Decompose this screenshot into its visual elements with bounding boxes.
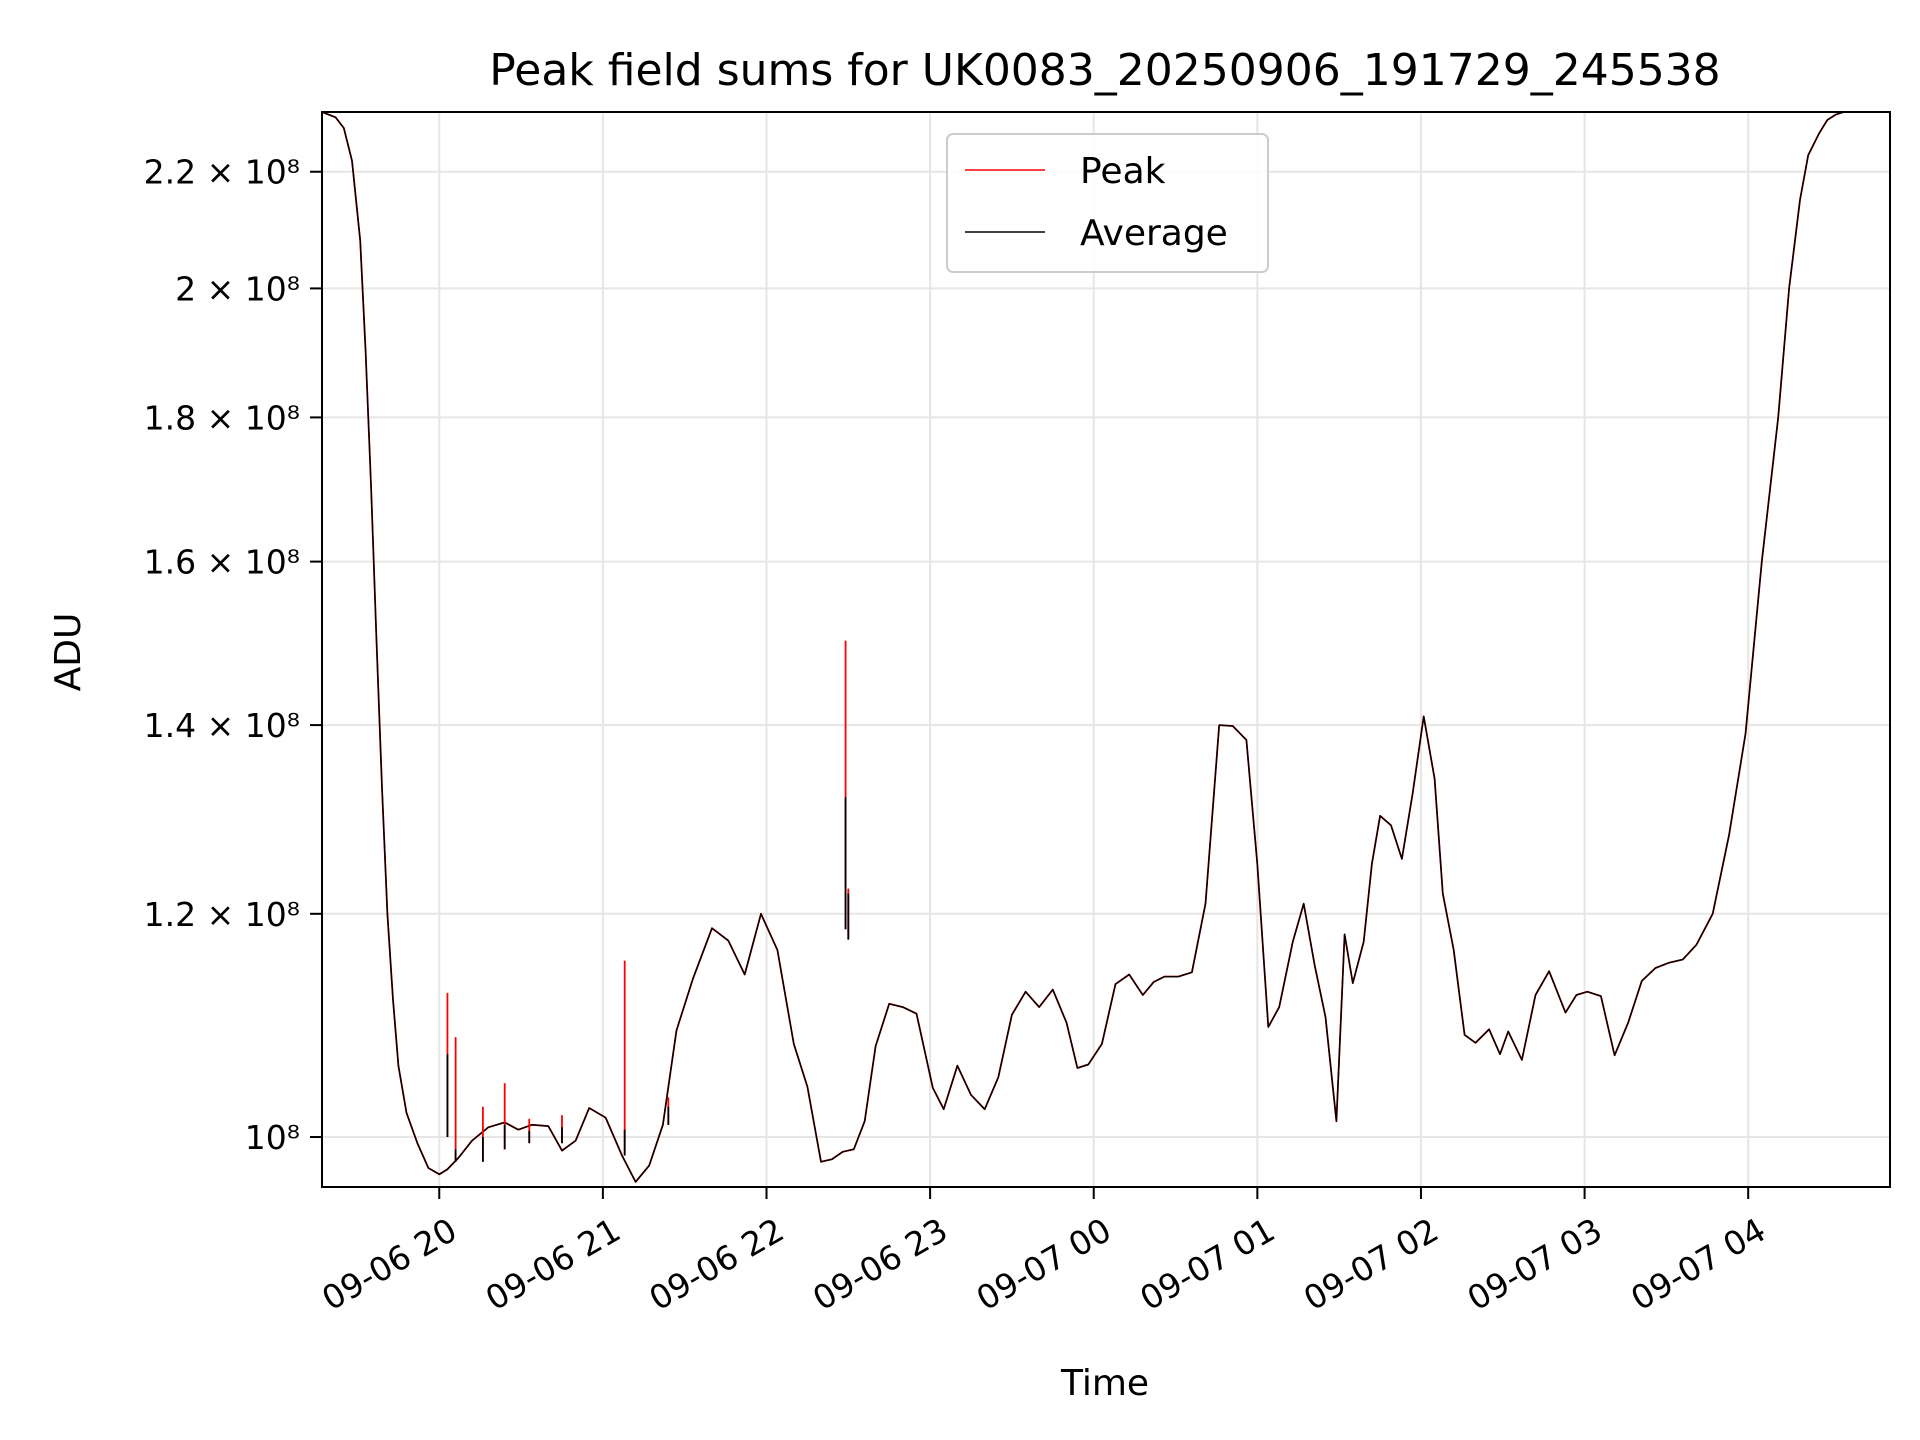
legend-label-peak: Peak (1080, 151, 1166, 192)
y-tick-label: 10⁸ (245, 1118, 300, 1157)
legend-label-average: Average (1080, 213, 1228, 254)
series-line-average (321, 111, 1844, 1183)
x-axis-label: Time (1060, 1363, 1149, 1404)
chart-title: Peak field sums for UK0083_20250906_1917… (489, 45, 1720, 96)
y-tick-label: 2.2 × 10⁸ (144, 153, 300, 192)
y-tick-label: 1.8 × 10⁸ (144, 398, 300, 437)
y-tick-label: 1.2 × 10⁸ (144, 895, 300, 934)
y-tick-label: 1.6 × 10⁸ (144, 543, 300, 582)
grid-lines (322, 112, 1890, 1187)
plot-frame (321, 111, 1891, 1188)
y-tick-label: 2 × 10⁸ (175, 269, 300, 308)
legend: Peak Average (946, 133, 1269, 273)
legend-box (946, 133, 1269, 273)
y-axis-label: ADU (48, 613, 89, 692)
series-layer (321, 111, 1844, 1183)
y-tick-label: 1.4 × 10⁸ (144, 706, 300, 745)
